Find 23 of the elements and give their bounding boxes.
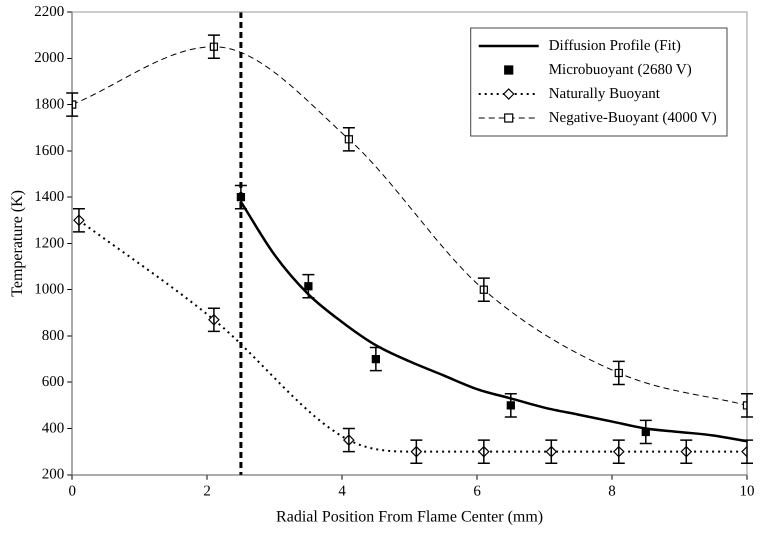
y-tick-label: 800 <box>42 328 64 344</box>
y-tick-label: 1600 <box>34 142 64 159</box>
legend-label: Negative-Buoyant (4000 V) <box>548 110 717 126</box>
y-tick-label: 1000 <box>34 282 64 298</box>
x-tick-label: 6 <box>473 484 482 500</box>
y-tick-label: 600 <box>42 374 64 390</box>
y-tick-label: 1400 <box>34 189 64 206</box>
legend-label: Diffusion Profile (Fit) <box>548 38 681 54</box>
y-tick-label: 400 <box>42 420 64 436</box>
y-tick-label: 1200 <box>34 235 64 252</box>
y-tick-label: 1800 <box>34 96 64 112</box>
x-tick-label: 0 <box>68 484 76 500</box>
legend-label: Naturally Buoyant <box>548 86 661 102</box>
x-tick-label: 10 <box>740 484 754 500</box>
legend-label: Microbuoyant (2680 V) <box>548 62 692 78</box>
y-tick-label: 2200 <box>34 4 64 20</box>
y-tick-label: 200 <box>42 466 64 483</box>
y-tick-label: 2000 <box>34 50 64 66</box>
y-axis-title: Temperature (K) <box>8 190 26 297</box>
x-axis-title: Radial Position From Flame Center (mm) <box>276 508 544 526</box>
x-tick-label: 8 <box>608 484 616 500</box>
x-tick-label: 2 <box>203 484 211 500</box>
x-tick-label: 4 <box>338 484 346 500</box>
